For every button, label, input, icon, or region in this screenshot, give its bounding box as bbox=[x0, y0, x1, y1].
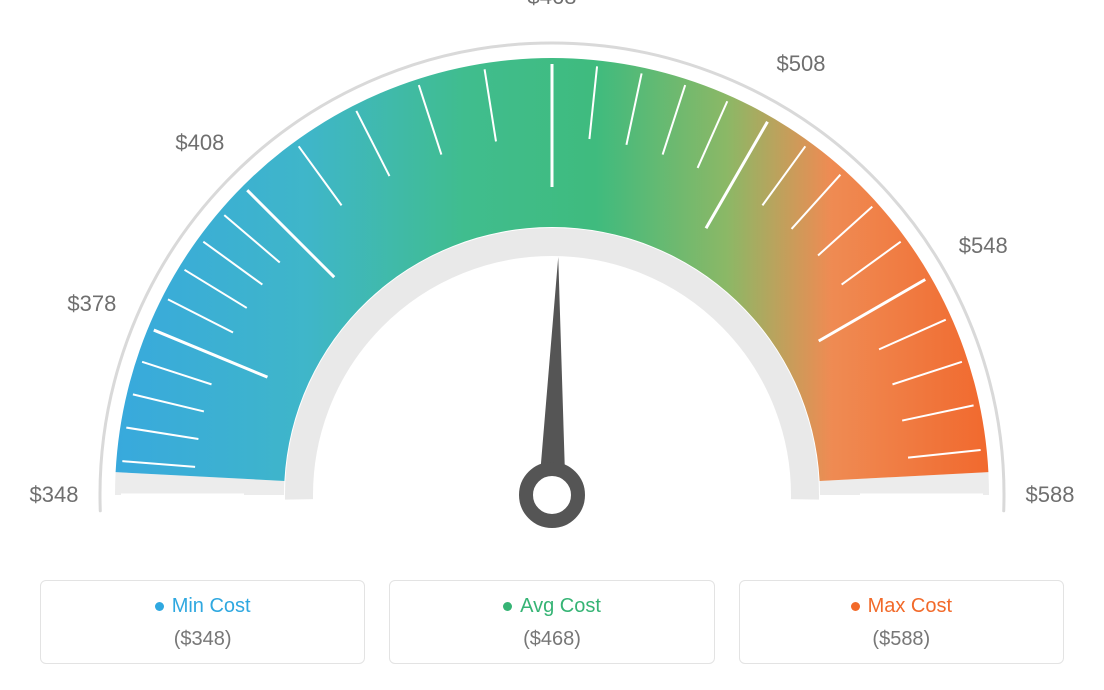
gauge-tick-label: $588 bbox=[1026, 482, 1075, 508]
legend-max-dot bbox=[851, 602, 860, 611]
gauge-tick-label: $348 bbox=[30, 482, 79, 508]
legend-avg-label: Avg Cost bbox=[520, 595, 601, 618]
legend-min-dot bbox=[155, 602, 164, 611]
legend-min-box: Min Cost ($348) bbox=[40, 580, 365, 664]
legend-avg-dot bbox=[503, 602, 512, 611]
gauge-tick-label: $548 bbox=[959, 233, 1008, 259]
gauge-tick-label: $408 bbox=[175, 130, 224, 156]
legend-avg-box: Avg Cost ($468) bbox=[389, 580, 714, 664]
legend-max-value: ($588) bbox=[750, 628, 1053, 651]
legend-avg-value: ($468) bbox=[400, 628, 703, 651]
legend-max-box: Max Cost ($588) bbox=[739, 580, 1064, 664]
legend-row: Min Cost ($348) Avg Cost ($468) Max Cost… bbox=[0, 580, 1104, 664]
gauge-tick-label: $468 bbox=[528, 0, 577, 10]
legend-max-label: Max Cost bbox=[868, 595, 952, 618]
legend-min-value: ($348) bbox=[51, 628, 354, 651]
gauge-tick-label: $378 bbox=[67, 291, 116, 317]
gauge-chart: $348 $378 $408 $468 $508 $548 $588 bbox=[0, 0, 1104, 560]
legend-min-label: Min Cost bbox=[172, 595, 251, 618]
gauge-tick-label: $508 bbox=[777, 51, 826, 77]
